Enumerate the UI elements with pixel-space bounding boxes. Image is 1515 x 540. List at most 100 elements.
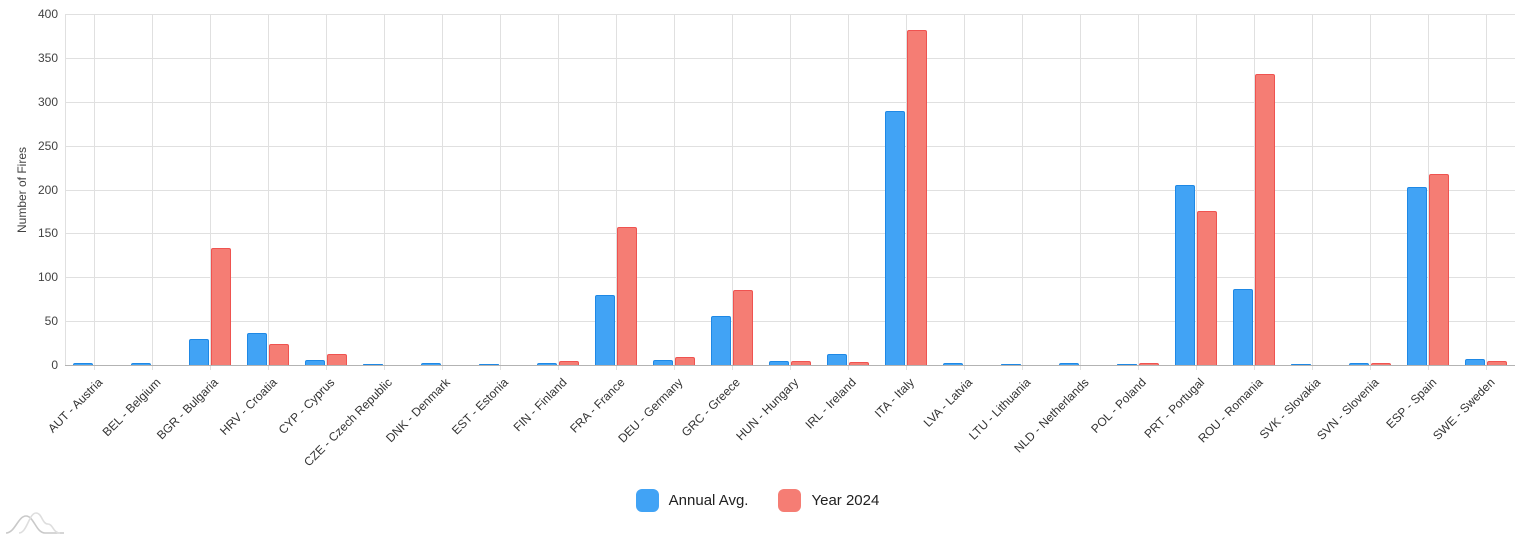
x-gridline — [790, 14, 791, 370]
x-gridline — [1370, 14, 1371, 370]
x-category-label: HUN - Hungary — [733, 375, 802, 444]
bar-year-2024[interactable] — [1139, 363, 1159, 365]
bar-year-2024[interactable] — [1429, 173, 1449, 365]
y-axis-line — [65, 14, 66, 365]
x-gridline — [1138, 14, 1139, 370]
x-category-label: DNK - Denmark — [383, 375, 454, 446]
bar-annual-avg[interactable] — [1175, 185, 1195, 365]
bar-year-2024[interactable] — [733, 290, 753, 365]
bar-year-2024[interactable] — [617, 227, 637, 365]
x-gridline — [848, 14, 849, 370]
bar-annual-avg[interactable] — [769, 361, 789, 365]
x-gridline — [906, 14, 907, 370]
x-gridline — [1196, 14, 1197, 370]
bar-annual-avg[interactable] — [479, 363, 499, 365]
y-tick-label: 150 — [37, 226, 58, 241]
x-gridline — [152, 14, 153, 370]
bar-annual-avg[interactable] — [1291, 363, 1311, 365]
bar-year-2024[interactable] — [1197, 211, 1217, 365]
legend-swatch-icon — [635, 489, 659, 512]
bar-annual-avg[interactable] — [189, 338, 209, 365]
bar-year-2024[interactable] — [1371, 363, 1391, 365]
x-gridline — [964, 14, 965, 370]
x-axis-line — [65, 365, 1515, 366]
bar-annual-avg[interactable] — [711, 315, 731, 365]
bar-year-2024[interactable] — [559, 361, 579, 365]
bar-year-2024[interactable] — [675, 357, 695, 365]
bar-year-2024[interactable] — [907, 29, 927, 365]
x-gridline — [732, 14, 733, 370]
x-category-label: EST - Estonia — [449, 375, 512, 438]
bar-annual-avg[interactable] — [1117, 363, 1137, 365]
x-category-label: SVN - Slovenia — [1313, 375, 1382, 443]
x-gridline — [94, 14, 95, 370]
y-tick-label: 400 — [37, 7, 58, 21]
bar-annual-avg[interactable] — [1001, 363, 1021, 365]
bar-annual-avg[interactable] — [1349, 363, 1369, 365]
x-category-label: GRC - Greece — [679, 375, 744, 440]
x-gridline — [1022, 14, 1023, 370]
bar-annual-avg[interactable] — [885, 110, 905, 365]
legend-label: Year 2024 — [811, 492, 880, 509]
x-category-label: ROU - Romania — [1194, 375, 1266, 446]
x-gridline — [558, 14, 559, 370]
x-gridline — [1080, 14, 1081, 370]
bar-annual-avg[interactable] — [247, 332, 267, 365]
x-gridline — [384, 14, 385, 370]
bar-year-2024[interactable] — [849, 362, 869, 365]
x-category-label: POL - Poland — [1088, 375, 1150, 436]
y-tick-label: 50 — [44, 314, 58, 329]
x-category-label: IRL - Ireland — [802, 375, 860, 432]
bar-annual-avg[interactable] — [131, 363, 151, 365]
bar-annual-avg[interactable] — [595, 294, 615, 365]
x-category-label: ITA - Italy — [872, 375, 918, 421]
bar-annual-avg[interactable] — [653, 359, 673, 365]
x-category-label: ESP - Spain — [1383, 375, 1440, 432]
x-gridline — [674, 14, 675, 370]
bar-year-2024[interactable] — [269, 343, 289, 365]
x-gridline — [1486, 14, 1487, 370]
x-gridline — [442, 14, 443, 370]
x-category-label: HRV - Croatia — [216, 375, 280, 438]
bar-annual-avg[interactable] — [305, 359, 325, 365]
x-category-label: CYP - Cyprus — [275, 375, 338, 437]
y-tick-label: 0 — [51, 358, 58, 372]
bar-annual-avg[interactable] — [73, 363, 93, 365]
x-gridline — [1312, 14, 1313, 370]
x-gridline — [326, 14, 327, 370]
bar-annual-avg[interactable] — [1233, 288, 1253, 365]
y-tick-label: 250 — [37, 138, 58, 153]
y-tick-label: 350 — [37, 50, 58, 65]
x-category-label: AUT - Austria — [44, 375, 106, 436]
bar-year-2024[interactable] — [211, 248, 231, 365]
y-tick-label: 300 — [37, 94, 58, 109]
bar-year-2024[interactable] — [327, 353, 347, 365]
bar-year-2024[interactable] — [791, 361, 811, 365]
area-curves-watermark-icon — [5, 512, 64, 534]
bar-annual-avg[interactable] — [1059, 363, 1079, 365]
bar-annual-avg[interactable] — [1407, 186, 1427, 365]
x-category-label: BGR - Bulgaria — [154, 375, 222, 443]
bar-year-2024[interactable] — [1487, 361, 1507, 365]
bar-annual-avg[interactable] — [827, 354, 847, 365]
x-category-label: SWE - Sweden — [1429, 375, 1498, 443]
legend-item-annual-avg[interactable]: Annual Avg. — [635, 489, 749, 512]
bar-annual-avg[interactable] — [363, 363, 383, 365]
x-category-label: FRA - France — [566, 375, 628, 436]
x-gridline — [210, 14, 211, 370]
bar-annual-avg[interactable] — [1465, 358, 1485, 365]
x-gridline — [500, 14, 501, 370]
x-gridline — [268, 14, 269, 370]
bar-annual-avg[interactable] — [421, 363, 441, 365]
bar-year-2024[interactable] — [1255, 73, 1275, 365]
bar-annual-avg[interactable] — [943, 363, 963, 365]
x-gridline — [1428, 14, 1429, 370]
bar-annual-avg[interactable] — [537, 363, 557, 365]
y-tick-label: 100 — [37, 270, 58, 285]
y-tick-label: 200 — [37, 182, 58, 197]
x-gridline — [616, 14, 617, 370]
chart-legend: Annual Avg. Year 2024 — [0, 489, 1515, 512]
legend-item-year-2024[interactable]: Year 2024 — [778, 489, 879, 512]
legend-label: Annual Avg. — [668, 492, 749, 509]
